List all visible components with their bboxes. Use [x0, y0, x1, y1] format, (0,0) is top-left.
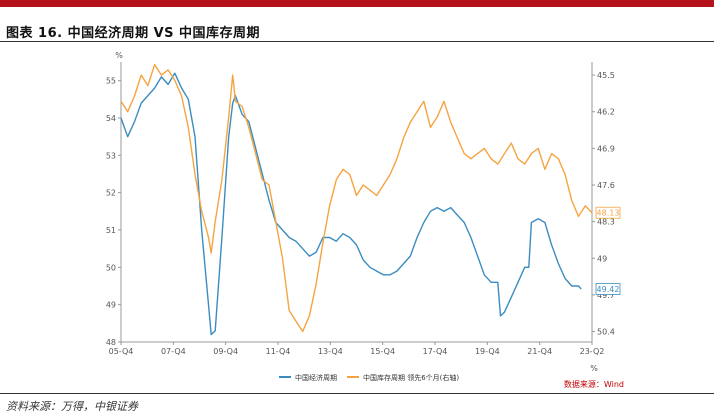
x-tick-label: 11-Q4 [266, 347, 291, 356]
x-tick-label: 17-Q4 [423, 347, 448, 356]
y-right-tick-label: 49 [597, 254, 607, 263]
y-left-tick-label: 52 [106, 189, 116, 198]
x-tick-label: 13-Q4 [318, 347, 343, 356]
y-right-tick-label: 46.2 [597, 108, 615, 117]
x-tick-label: 19-Q4 [475, 347, 500, 356]
y-left-tick-label: 49 [106, 301, 116, 310]
end-value-box [595, 206, 621, 219]
title-divider [0, 41, 714, 42]
y-right-tick-label: 50.4 [597, 328, 615, 337]
source-note: 资料来源：万得，中银证券 [6, 400, 138, 413]
x-tick-label: 21-Q4 [527, 347, 552, 356]
end-value-box [595, 283, 621, 295]
y-left-tick-label: 53 [106, 151, 116, 160]
data-credit: 数据来源：Wind [564, 379, 624, 389]
y-right-unit: % [590, 364, 598, 373]
top-accent-bar [0, 0, 714, 7]
y-left-unit: % [115, 51, 123, 60]
series-economic-cycle-line [120, 72, 582, 336]
line-chart: %% 48 49 50 51 52 53 54 55 45.5 46.2 46.9 47.6 48.3 49… [106, 51, 624, 389]
end-value-label: 49.42 [597, 285, 620, 294]
footer-divider [0, 393, 714, 394]
y-right-tick-label: 46.9 [597, 144, 615, 153]
x-tick-label: 23-Q2 [580, 347, 605, 356]
chart-title: 图表 16. 中国经济周期 VS 中国库存周期 [6, 26, 261, 41]
end-value-label: 48.13 [597, 209, 620, 218]
y-left-tick-label: 54 [106, 114, 116, 123]
x-tick-label: 07-Q4 [161, 347, 186, 356]
y-left-tick-label: 50 [106, 263, 116, 272]
y-right-tick-label: 45.5 [597, 71, 615, 80]
y-left-tick-label: 51 [106, 226, 116, 235]
y-right-tick-label: 49.7 [597, 291, 615, 300]
y-right-tick-label: 47.6 [597, 181, 615, 190]
x-tick-label: 09-Q4 [213, 347, 238, 356]
x-tick-label: 05-Q4 [109, 347, 134, 356]
y-left-tick-label: 55 [106, 77, 116, 86]
x-tick-label: 15-Q4 [370, 347, 395, 356]
series-inventory-cycle-line [120, 63, 593, 333]
y-right-tick-label: 48.3 [597, 218, 615, 227]
legend-label: 中国库存周期 领先6个月(右轴) [363, 373, 459, 382]
y-left-tick-label: 48 [106, 338, 116, 347]
legend-label: 中国经济周期 [295, 373, 337, 382]
